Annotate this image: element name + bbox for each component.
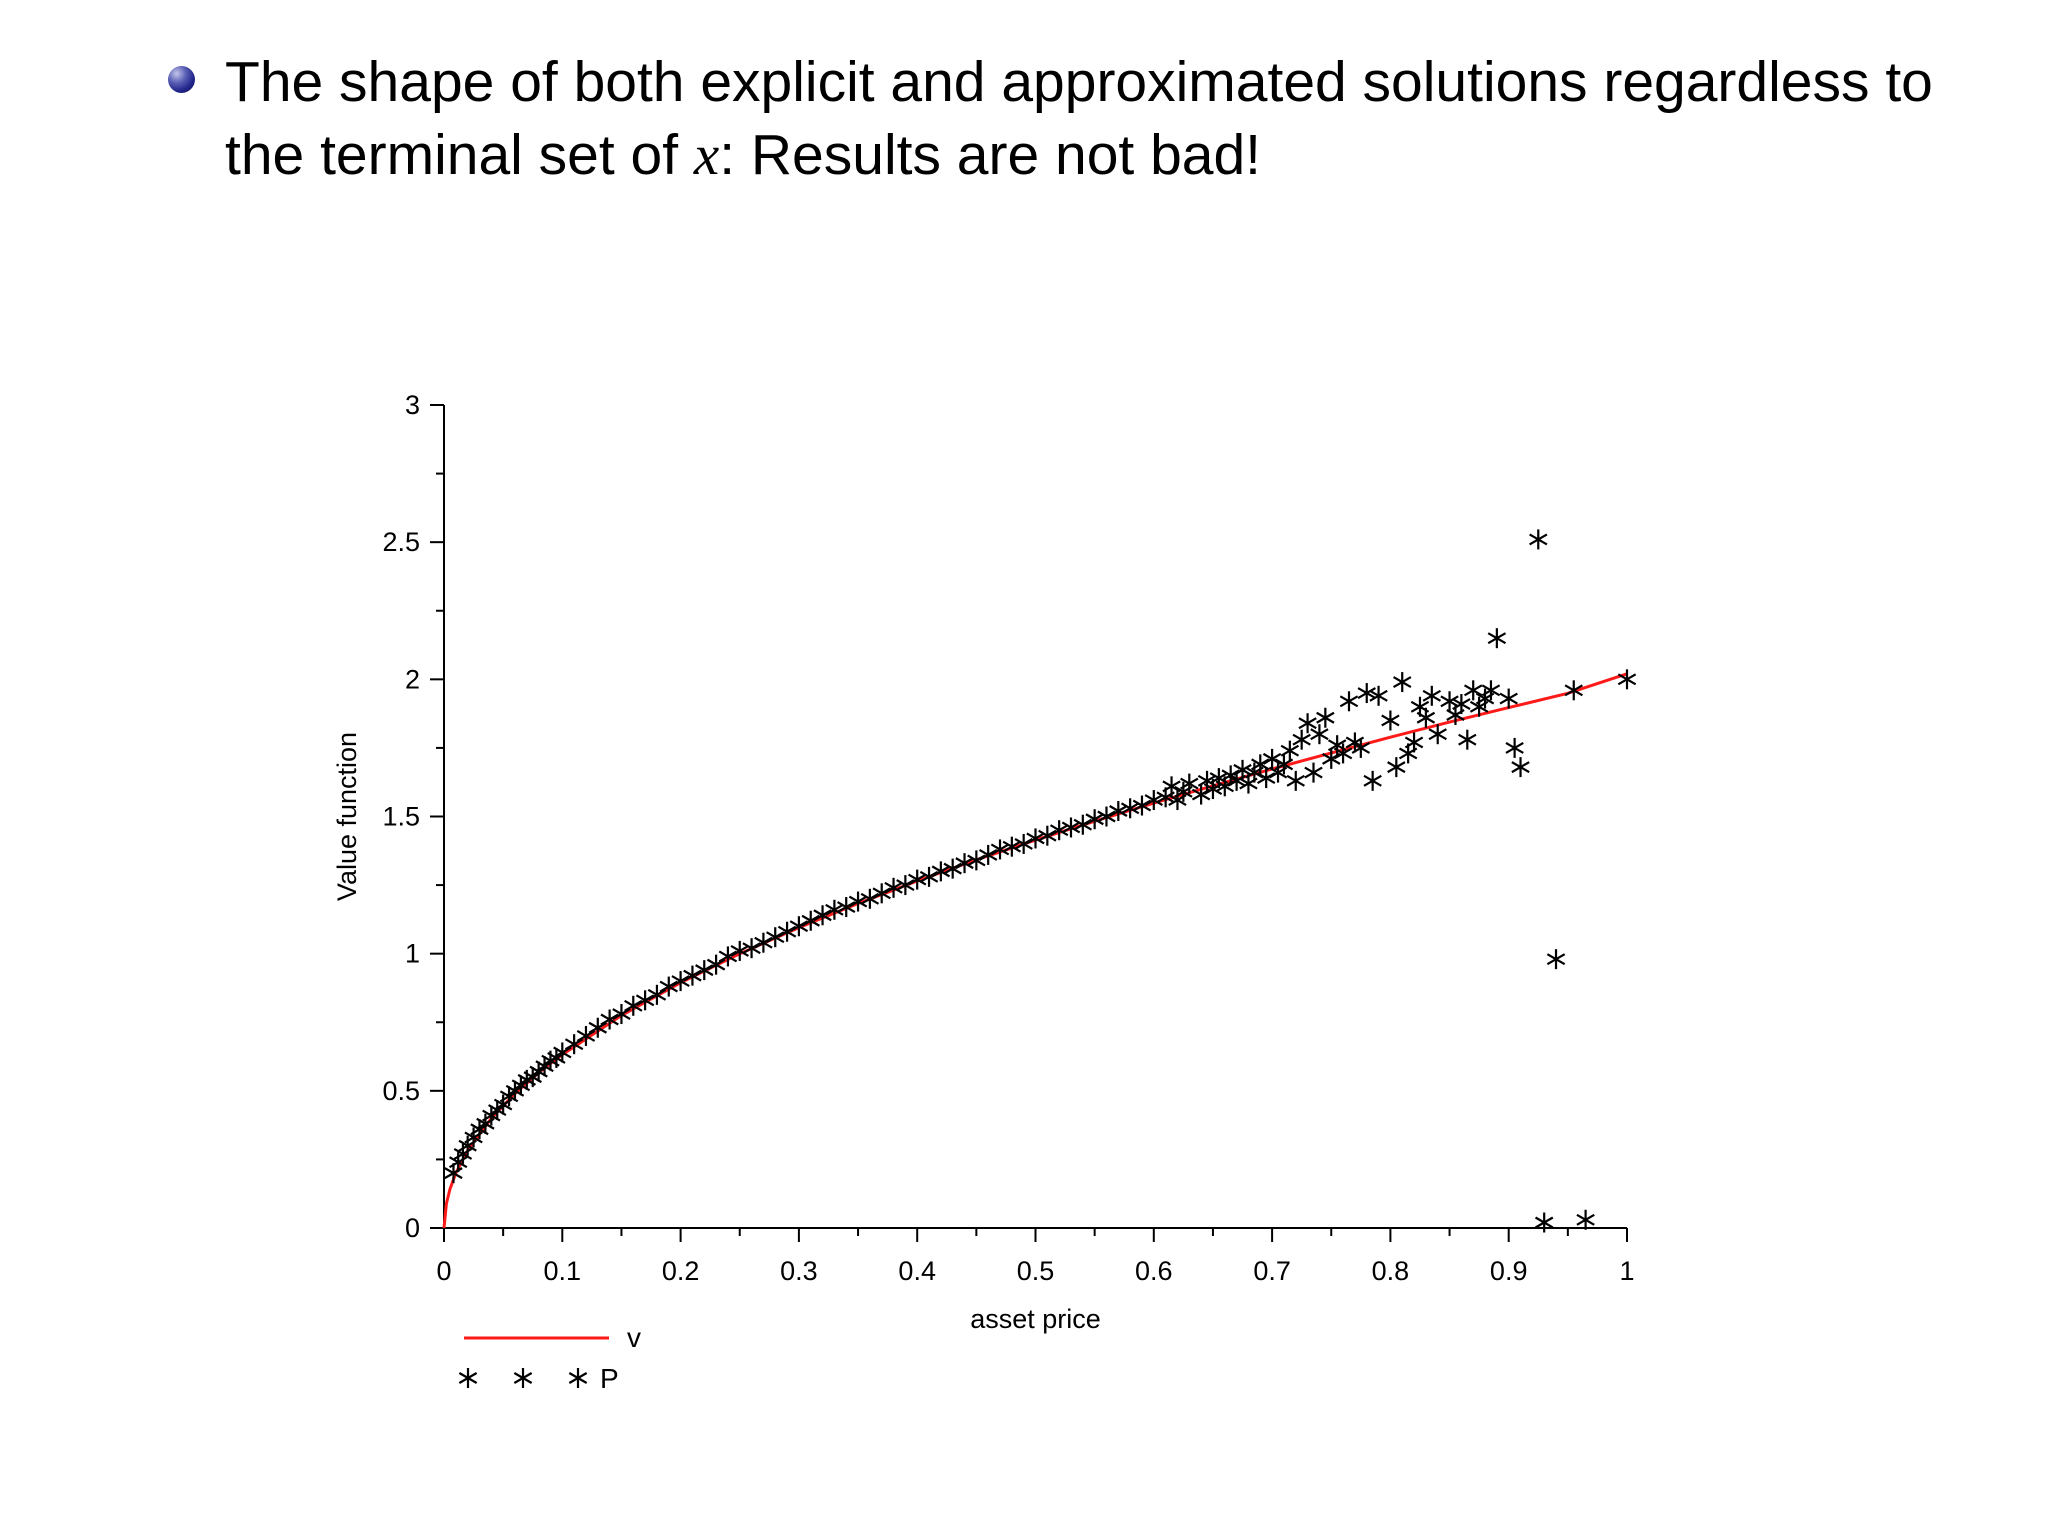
x-tick-label: 0.8 <box>1372 1256 1410 1286</box>
y-tick-label: 0 <box>405 1213 420 1243</box>
y-tick-label: 1.5 <box>382 802 420 832</box>
x-tick-label: 0.7 <box>1253 1256 1291 1286</box>
x-tick-label: 0.2 <box>662 1256 700 1286</box>
y-axis-label: Value function <box>332 732 362 901</box>
axes <box>430 404 1628 1242</box>
legend-label-v: v <box>627 1322 641 1353</box>
series-scatter-P <box>444 529 1637 1233</box>
x-tick-label: 0.5 <box>1017 1256 1055 1286</box>
series-line-v <box>442 672 1628 1229</box>
legend-marker-samples <box>458 1368 588 1388</box>
x-tick-label: 0.1 <box>544 1256 582 1286</box>
y-tick-label: 3 <box>405 390 420 420</box>
x-tick-label: 1 <box>1619 1256 1634 1286</box>
slide-title: The shape of both explicit and approxima… <box>225 46 1968 193</box>
bullet-ball-icon <box>168 66 195 93</box>
x-tick-label: 0.9 <box>1490 1256 1528 1286</box>
legend: vP <box>458 1322 641 1394</box>
y-tick-label: 0.5 <box>382 1076 420 1106</box>
slide-title-part1: The shape of both explicit and approxima… <box>225 50 1933 187</box>
x-axis-label: asset price <box>970 1304 1101 1334</box>
slide-title-part2: : Results are not bad! <box>719 122 1262 187</box>
x-tick-label: 0 <box>436 1256 451 1286</box>
y-tick-label: 2 <box>405 664 420 694</box>
legend-label-P: P <box>600 1363 619 1394</box>
slide-title-row: The shape of both explicit and approxima… <box>168 46 1968 193</box>
x-tick-label: 0.3 <box>780 1256 818 1286</box>
y-tick-label: 2.5 <box>382 527 420 557</box>
slide-title-italic-x: x <box>693 123 720 187</box>
x-tick-label: 0.6 <box>1135 1256 1173 1286</box>
x-tick-label: 0.4 <box>898 1256 936 1286</box>
y-tick-label: 1 <box>405 939 420 969</box>
